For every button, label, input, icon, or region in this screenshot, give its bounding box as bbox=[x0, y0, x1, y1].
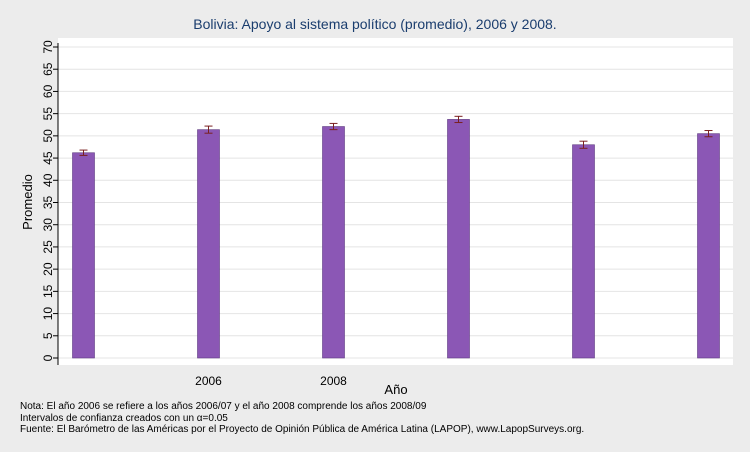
bar bbox=[572, 144, 595, 359]
plot-area bbox=[58, 38, 733, 365]
y-tick-label: 60 bbox=[41, 84, 55, 98]
x-axis-label: Año bbox=[384, 382, 407, 397]
y-axis-label: Promedio bbox=[20, 174, 35, 230]
y-tick-label: 65 bbox=[41, 62, 55, 76]
y-tick-label: 35 bbox=[41, 196, 55, 210]
y-tick-label: 5 bbox=[41, 332, 55, 339]
grid-lines bbox=[58, 46, 733, 359]
note-line: Intervalos de confianza creados con un α… bbox=[20, 412, 228, 424]
note-line: Nota: El año 2006 se refiere a los años … bbox=[20, 401, 427, 412]
bar bbox=[72, 152, 95, 359]
chart-title: Bolivia: Apoyo al sistema político (prom… bbox=[193, 16, 557, 32]
y-axis: 0 5 10 15 20 25 30 35 40 45 50 55 60 65 70 bbox=[41, 40, 59, 365]
bar bbox=[322, 126, 345, 359]
bar bbox=[197, 129, 220, 359]
y-tick-label: 70 bbox=[41, 40, 55, 54]
y-tick-label: 30 bbox=[41, 218, 55, 232]
y-tick-label: 20 bbox=[41, 262, 55, 276]
x-tick-label: 2006 bbox=[195, 374, 222, 388]
y-tick-label: 25 bbox=[41, 240, 55, 254]
y-tick-label: 15 bbox=[41, 284, 55, 298]
bar-chart: 0 5 10 15 20 25 30 35 40 45 50 55 60 65 70 2006 2008 Pr… bbox=[20, 38, 733, 397]
y-tick-label: 40 bbox=[41, 173, 55, 187]
y-tick-label: 50 bbox=[41, 129, 55, 143]
bar bbox=[697, 133, 720, 359]
y-tick-label: 45 bbox=[41, 151, 55, 165]
x-tick-label: 2008 bbox=[320, 374, 347, 388]
y-tick-label: 0 bbox=[41, 354, 55, 361]
source-line: Fuente: El Barómetro de las Américas por… bbox=[20, 424, 585, 435]
x-axis: 2006 2008 bbox=[195, 374, 347, 388]
y-tick-label: 55 bbox=[41, 107, 55, 121]
y-tick-label: 10 bbox=[41, 307, 55, 321]
chart-notes: Nota: El año 2006 se refiere a los años … bbox=[20, 401, 584, 436]
bar bbox=[447, 119, 470, 359]
bars bbox=[72, 115, 720, 359]
